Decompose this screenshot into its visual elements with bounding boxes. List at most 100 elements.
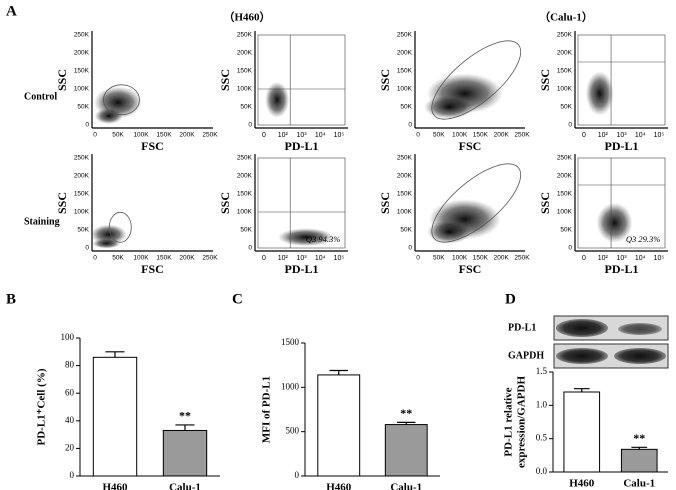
x-tick-label: 200K [179,255,195,262]
significance: ** [633,431,645,445]
bar [162,429,208,477]
x-axis-label: PD-L1 [605,262,639,276]
y-tick-label: 100K [557,86,573,93]
cell-cloud [424,95,475,119]
x-tick-label: 10⁴ [315,132,326,139]
y-tick-label: 0.5 [536,433,548,443]
x-tick-label: 0 [93,132,97,139]
x-tick-label: Calu-1 [623,478,655,490]
y-tick-label: 1.0 [536,399,548,409]
y-tick-label: 50K [240,227,252,234]
x-tick-label: Calu-1 [390,482,422,490]
plot-frame [257,157,346,249]
gate [431,163,522,243]
x-tick-label: 0 [416,132,420,139]
x-tick-label: 250K [514,132,530,139]
y-tick-label: 200K [557,50,573,57]
x-tick-label: 100K [452,255,468,262]
y-tick-label: 40 [65,415,75,425]
y-axis-label: SSC [378,192,392,214]
group-title: （Calu-1） [539,11,593,24]
bar [384,424,428,477]
x-tick-label: 150K [156,132,172,139]
x-tick-label: H460 [326,482,352,490]
x-tick-label: 10⁵ [334,132,345,139]
gate-annotation: Q3 29.3% [626,234,660,244]
y-axis-label: SSC [378,69,392,91]
y-axis-label: SSC [218,192,232,214]
x-tick-label: 50K [433,132,445,139]
x-tick-label: 10⁴ [315,255,326,262]
x-tick-label: 10⁵ [334,255,345,262]
x-tick-label: 0 [262,255,266,262]
bar [92,356,138,477]
y-tick-label: 200K [237,50,253,57]
cell-cloud [92,238,121,249]
x-tick-label: 100K [133,255,149,262]
cell-cloud [596,202,633,243]
x-axis-label: FSC [459,262,482,276]
y-tick-label: 100K [74,86,90,93]
y-tick-label: 250K [237,32,253,39]
gate [108,211,132,243]
x-tick-label: 0 [93,255,97,262]
x-tick-label: H460 [102,482,128,490]
y-tick-label: 60 [65,387,75,397]
y-tick-label: 150K [557,191,573,198]
y-tick-label: 250K [397,32,413,39]
y-tick-label: 150K [74,68,90,75]
x-tick-label: 10² [598,255,609,262]
x-tick-label: 150K [156,255,172,262]
plot-frame [257,34,346,126]
x-tick-label: 50K [112,132,124,139]
y-tick-label: 150K [397,191,413,198]
x-tick-label: 10⁵ [654,255,665,262]
gate-annotation: Q3 94.3% [306,234,340,244]
y-tick-label: 80 [65,360,75,370]
y-tick-label: 0 [248,122,252,129]
y-tick-label: 250K [397,155,413,162]
y-tick-label: 0 [85,122,89,129]
x-tick-label: 0 [582,132,586,139]
y-axis-label: SSC [55,192,69,214]
x-tick-label: 100K [452,132,468,139]
y-tick-label: 50K [77,227,89,234]
x-tick-label: 10² [278,255,289,262]
x-tick-label: 10⁵ [654,132,665,139]
plot-frame [577,34,666,126]
blot-band [618,323,662,335]
y-tick-label: 100K [557,209,573,216]
y-tick-label: 500 [286,426,300,436]
x-tick-label: 10⁴ [635,132,646,139]
y-axis-label: PD-L1 relative [503,387,515,456]
y-axis-label: SSC [55,69,69,91]
y-tick-label: 150K [237,68,253,75]
y-tick-label: 250K [557,32,573,39]
y-tick-label: 0 [408,245,412,252]
y-tick-label: 200K [74,50,90,57]
x-tick-label: 250K [202,132,218,139]
y-tick-label: 200K [557,173,573,180]
y-tick-label: 100K [74,209,90,216]
x-tick-label: 50K [433,255,445,262]
panel-label: A [6,3,17,19]
bar [563,391,601,473]
x-axis-label: FSC [459,139,482,153]
cell-cloud [265,81,290,118]
y-tick-label: 100K [397,86,413,93]
y-axis-label: PD-L1⁺Cell (%) [36,368,48,445]
x-tick-label: 10³ [616,132,627,139]
x-tick-label: 250K [202,255,218,262]
x-tick-label: 10² [598,132,609,139]
row-label: Staining [24,216,60,227]
y-tick-label: 250K [74,155,90,162]
y-tick-label: 50K [560,104,572,111]
y-tick-label: 100K [397,209,413,216]
blot-band [556,348,608,364]
significance: ** [179,409,191,423]
cell-cloud [427,219,472,244]
y-tick-label: 0 [568,122,572,129]
y-axis-label: SSC [538,192,552,214]
x-tick-label: 0 [416,255,420,262]
